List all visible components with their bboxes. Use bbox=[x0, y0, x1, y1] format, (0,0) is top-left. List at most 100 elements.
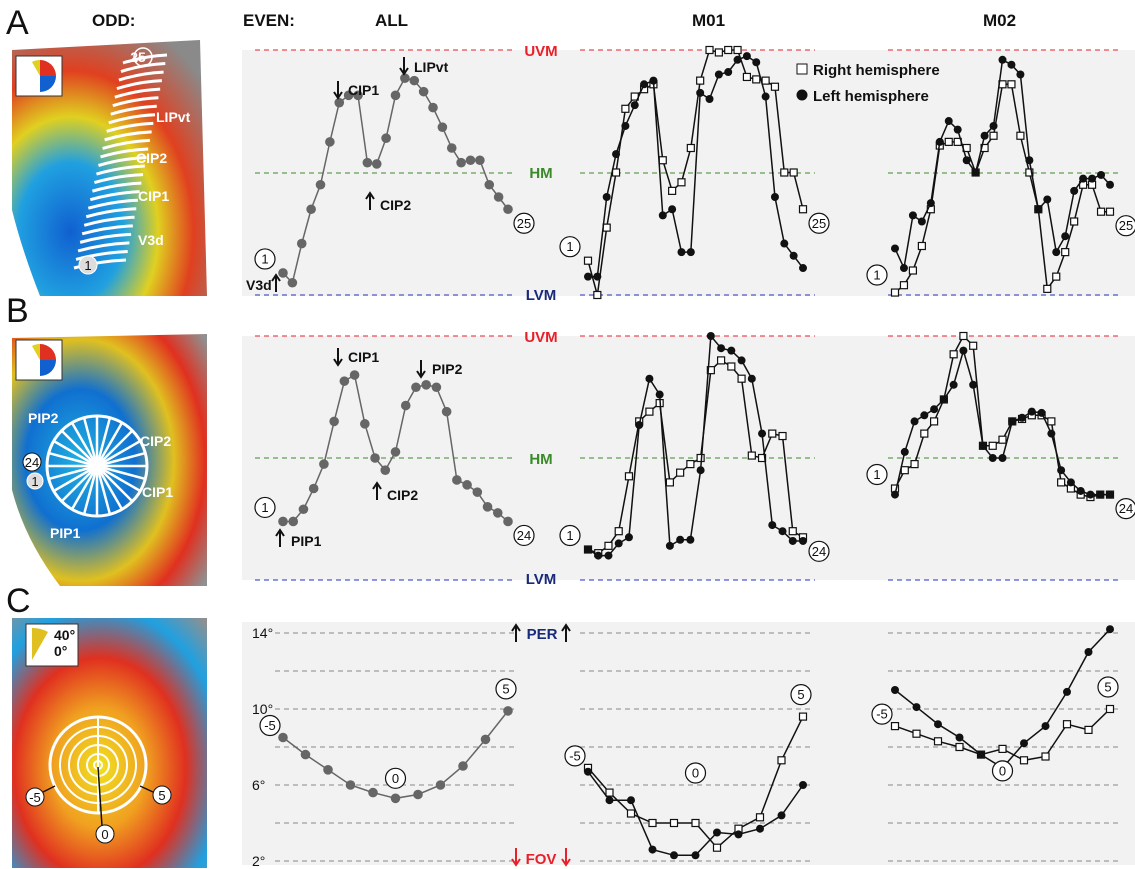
data-point bbox=[390, 447, 401, 457]
data-point bbox=[604, 541, 613, 550]
map-b-wheel-spoke bbox=[53, 464, 98, 493]
label-b-m02-start: 1 bbox=[873, 467, 880, 482]
data-point bbox=[614, 539, 623, 548]
data-point bbox=[593, 272, 602, 281]
map-b-wheel-spoke bbox=[70, 465, 99, 510]
data-point bbox=[727, 346, 736, 355]
data-point bbox=[390, 793, 401, 804]
label-c-m01-zero: 0 bbox=[692, 766, 699, 781]
label-c-m02-zero: 0 bbox=[999, 763, 1006, 778]
map-a: 25 LIPvt CIP2 CIP1 V3d 1 bbox=[12, 40, 207, 296]
data-point bbox=[737, 356, 746, 365]
map-a-stripe bbox=[85, 207, 137, 219]
data-point bbox=[503, 516, 513, 527]
data-point bbox=[1079, 174, 1088, 183]
data-point bbox=[323, 765, 333, 775]
arrow-up-icon bbox=[372, 481, 382, 500]
data-point bbox=[1061, 248, 1070, 257]
data-point bbox=[670, 851, 678, 860]
label-a-all-end-circle bbox=[513, 212, 535, 234]
data-point bbox=[1016, 70, 1025, 79]
map-b-wheel-spoke bbox=[53, 439, 98, 468]
data-point bbox=[930, 405, 939, 414]
data-point bbox=[696, 88, 705, 97]
data-point bbox=[686, 460, 695, 469]
map-a-stripe bbox=[122, 53, 168, 65]
data-point bbox=[669, 818, 679, 828]
data-point bbox=[362, 157, 373, 168]
data-point bbox=[288, 516, 299, 527]
data-point bbox=[484, 179, 495, 190]
data-point bbox=[446, 143, 457, 153]
data-point bbox=[778, 431, 787, 441]
data-point bbox=[462, 480, 472, 490]
data-point bbox=[1041, 752, 1050, 761]
data-point bbox=[604, 551, 613, 560]
map-a-stripe bbox=[116, 79, 162, 91]
label-a-m01-end: 25 bbox=[812, 216, 826, 231]
label-c-m02-start-circle bbox=[871, 703, 893, 725]
arrow-up-icon bbox=[271, 273, 281, 292]
data-point bbox=[752, 58, 761, 67]
map-a-stripe bbox=[94, 173, 144, 185]
data-point bbox=[917, 217, 926, 226]
data-point bbox=[602, 223, 611, 232]
data-point bbox=[908, 266, 918, 275]
map-a-start-circle bbox=[78, 255, 98, 275]
label-b-all-start: 1 bbox=[261, 500, 268, 515]
data-point bbox=[717, 344, 726, 353]
data-point bbox=[780, 239, 789, 248]
data-point bbox=[630, 101, 639, 110]
label-c-all-start: -5 bbox=[264, 718, 276, 733]
data-point bbox=[371, 159, 382, 169]
data-point bbox=[315, 179, 326, 190]
map-a-stripe bbox=[108, 113, 156, 125]
data-point bbox=[380, 465, 391, 476]
data-point bbox=[788, 527, 797, 536]
arrow-down-icon bbox=[399, 57, 409, 76]
data-point bbox=[668, 205, 677, 214]
data-point bbox=[899, 264, 908, 273]
data-point bbox=[411, 382, 421, 393]
data-point bbox=[278, 268, 288, 278]
map-a-label-v3d: V3d bbox=[138, 232, 164, 248]
ref-label-per: PER bbox=[527, 626, 558, 643]
label-b-m01-start-circle bbox=[559, 524, 581, 547]
per-marker: PER bbox=[511, 623, 571, 643]
data-point bbox=[1041, 722, 1050, 731]
data-point bbox=[428, 102, 438, 113]
data-point bbox=[959, 331, 968, 341]
data-point bbox=[584, 545, 592, 554]
data-point bbox=[1088, 174, 1097, 183]
data-point bbox=[742, 52, 751, 61]
map-b-wheel-spoke bbox=[96, 429, 134, 467]
label-a-m01-start: 1 bbox=[566, 239, 573, 254]
label-c-m02-zero-circle bbox=[991, 760, 1014, 782]
data-point bbox=[988, 454, 997, 462]
data-point bbox=[1025, 168, 1034, 177]
data-point bbox=[480, 734, 491, 745]
data-point bbox=[614, 527, 623, 536]
panel-label-a: A bbox=[6, 4, 29, 42]
data-point bbox=[1025, 156, 1034, 165]
map-a-label-cip2: CIP2 bbox=[136, 150, 167, 166]
data-point bbox=[1007, 80, 1016, 89]
data-point bbox=[747, 374, 756, 383]
data-point bbox=[799, 536, 807, 545]
label-c-m01-zero-circle bbox=[684, 762, 707, 784]
data-point bbox=[441, 406, 452, 417]
map-a-label-start: 1 bbox=[84, 258, 91, 273]
data-point bbox=[605, 788, 614, 797]
arrow-up-icon bbox=[365, 191, 375, 210]
data-point bbox=[798, 712, 808, 721]
data-point bbox=[998, 454, 1007, 462]
data-point bbox=[971, 168, 980, 177]
data-point bbox=[998, 744, 1007, 754]
header-m01: M01 bbox=[692, 11, 725, 30]
data-point bbox=[465, 155, 476, 166]
map-c: 40° 0° -5 5 0 bbox=[12, 618, 207, 868]
map-b-wheel-spoke bbox=[82, 417, 99, 467]
data-point bbox=[325, 137, 335, 147]
data-point bbox=[329, 416, 339, 427]
data-point bbox=[910, 417, 919, 426]
